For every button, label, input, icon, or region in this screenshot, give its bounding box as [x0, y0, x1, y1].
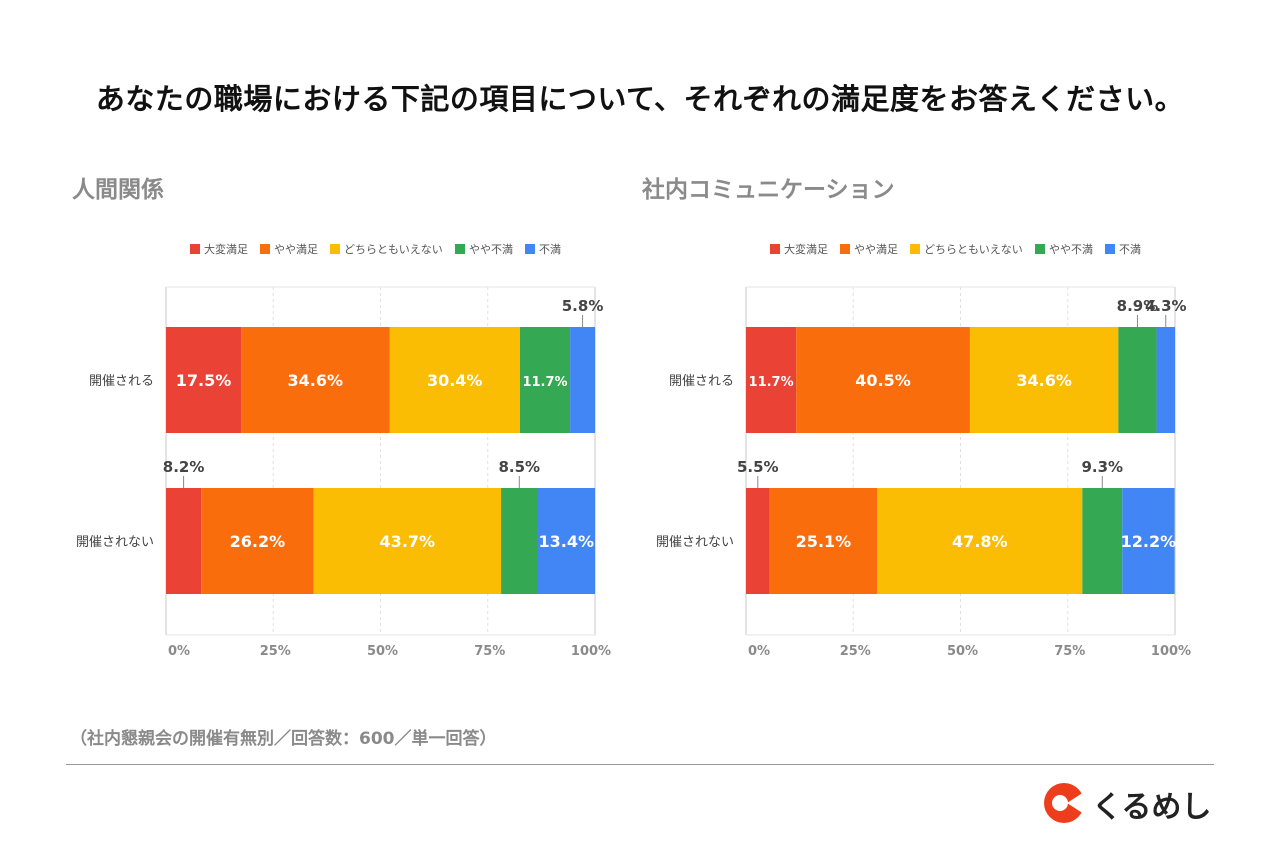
logo-text: くるめし: [1092, 790, 1212, 825]
data-label: 43.7%: [380, 532, 436, 551]
logo-icon: [1044, 783, 1084, 823]
bar-segment: [166, 327, 242, 433]
x-tick-label: 100%: [571, 644, 611, 659]
x-tick-label: 75%: [1054, 644, 1085, 659]
legend-label: やや不満: [1049, 243, 1093, 256]
x-tick-label: 0%: [748, 644, 770, 659]
x-tick-label: 50%: [947, 644, 978, 659]
bar-segment: [877, 488, 1083, 594]
data-label: 34.6%: [288, 371, 344, 390]
chart-title-relationships: 人間関係: [72, 177, 164, 203]
legend-swatch: [260, 244, 270, 254]
legend-label: 大変満足: [204, 242, 248, 256]
legend-label: やや満足: [274, 243, 318, 256]
data-label: 25.1%: [796, 532, 852, 551]
legend-label: どちらともいえない: [344, 243, 443, 256]
data-label: 17.5%: [176, 371, 232, 390]
bar-segment: [241, 327, 390, 433]
legend-swatch: [190, 244, 200, 254]
data-label: 47.8%: [952, 532, 1008, 551]
data-label: 12.2%: [1121, 532, 1177, 551]
data-label: 30.4%: [427, 371, 483, 390]
data-label: 9.3%: [1081, 458, 1123, 476]
bar-segment: [501, 488, 538, 594]
legend-swatch: [1035, 244, 1045, 254]
data-label: 8.2%: [163, 458, 205, 476]
bar-segment: [166, 488, 202, 594]
legend-swatch: [770, 244, 780, 254]
x-tick-label: 50%: [367, 644, 398, 659]
data-label: 5.8%: [562, 297, 604, 315]
bar-segment: [769, 488, 878, 594]
legend-label: 大変満足: [784, 242, 828, 256]
x-tick-label: 100%: [1151, 644, 1191, 659]
bar-segment: [1118, 327, 1157, 433]
data-label: 11.7%: [522, 375, 567, 390]
x-tick-label: 75%: [474, 644, 505, 659]
brand-logo: くるめし: [1040, 778, 1220, 828]
chart-relationships: 大変満足 やや満足 どちらともいえない やや不満 不満 0% 25% 50% 75% 100% 開催…: [76, 242, 611, 659]
footnote: （社内懇親会の開催有無別／回答数：600／単一回答）: [70, 729, 497, 749]
data-label: 40.5%: [855, 371, 911, 390]
legend-swatch: [330, 244, 340, 254]
data-label: 5.5%: [737, 458, 779, 476]
footer-divider: [66, 764, 1214, 765]
bar-segment: [1156, 327, 1175, 433]
bar-segment: [969, 327, 1119, 433]
legend-swatch: [455, 244, 465, 254]
bar-segment: [519, 327, 571, 433]
data-label: 4.3%: [1145, 297, 1187, 315]
legend-label: 不満: [539, 243, 561, 256]
x-tick-label: 0%: [168, 644, 190, 659]
bar-segment: [537, 488, 595, 594]
y-category-label: 開催される: [89, 374, 154, 389]
legend-swatch: [910, 244, 920, 254]
chart-communication: 大変満足 やや満足 どちらともいえない やや不満 不満 0% 25% 50% 75% 100% 開催…: [656, 242, 1191, 659]
legend-label: やや満足: [854, 243, 898, 256]
data-label: 8.5%: [498, 458, 540, 476]
x-tick-label: 25%: [260, 644, 291, 659]
bar-segment: [201, 488, 314, 594]
legend-swatch: [525, 244, 535, 254]
page-title: あなたの職場における下記の項目について、それぞれの満足度をお答えください。: [95, 82, 1185, 116]
bar-segment: [746, 327, 797, 433]
y-category-label: 開催される: [669, 374, 734, 389]
y-category-label: 開催されない: [656, 535, 734, 550]
legend: 大変満足 やや満足 どちらともいえない やや不満 不満: [190, 242, 561, 256]
data-label: 8.9%: [1117, 297, 1159, 315]
legend-swatch: [840, 244, 850, 254]
y-category-label: 開催されない: [76, 535, 154, 550]
bar-segment: [389, 327, 520, 433]
data-label: 34.6%: [1016, 371, 1072, 390]
chart-title-communication: 社内コミュニケーション: [642, 177, 895, 203]
data-label: 11.7%: [749, 375, 794, 390]
bar-segment: [796, 327, 970, 433]
bar-segment: [1082, 488, 1123, 594]
legend-label: 不満: [1119, 243, 1141, 256]
legend: 大変満足 やや満足 どちらともいえない やや不満 不満: [770, 242, 1141, 256]
bar-segment: [746, 488, 770, 594]
data-label: 13.4%: [538, 532, 594, 551]
x-tick-label: 25%: [840, 644, 871, 659]
bar-segment: [1122, 488, 1175, 594]
data-label: 26.2%: [230, 532, 286, 551]
legend-swatch: [1105, 244, 1115, 254]
legend-label: どちらともいえない: [924, 243, 1023, 256]
legend-label: やや不満: [469, 243, 513, 256]
bar-segment: [313, 488, 502, 594]
bar-segment: [570, 327, 595, 433]
